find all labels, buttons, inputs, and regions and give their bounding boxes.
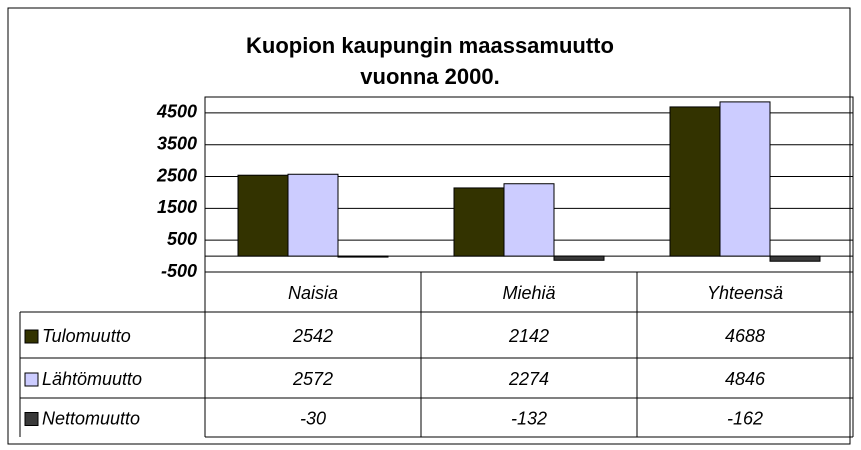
x-tick-label: Yhteensä xyxy=(707,283,783,303)
y-tick-label: 1500 xyxy=(157,197,197,217)
bar xyxy=(237,174,289,257)
y-tick-label: 3500 xyxy=(157,133,197,153)
bar xyxy=(503,183,555,257)
table-value: 4846 xyxy=(725,369,766,389)
legend-label: Nettomuutto xyxy=(42,408,140,428)
x-tick-label: Naisia xyxy=(288,283,338,303)
table-value: 2274 xyxy=(508,369,549,389)
bar xyxy=(769,255,821,262)
legend-key xyxy=(24,372,39,387)
bar xyxy=(553,255,605,261)
y-tick-label: -500 xyxy=(161,261,197,281)
y-tick-label: 500 xyxy=(167,229,197,249)
chart-title: vuonna 2000. xyxy=(360,64,499,89)
bar xyxy=(453,187,505,257)
x-tick-label: Miehiä xyxy=(502,283,555,303)
legend-label: Tulomuutto xyxy=(42,326,131,346)
legend-key xyxy=(24,412,39,426)
table-value: 2572 xyxy=(292,369,333,389)
table-value: -162 xyxy=(727,408,763,428)
table-value: -30 xyxy=(300,408,326,428)
bar xyxy=(337,255,389,258)
legend-label: Lähtömuutto xyxy=(42,369,142,389)
bar xyxy=(669,106,721,257)
y-tick-label: 4500 xyxy=(156,102,197,122)
table-value: 2142 xyxy=(508,326,549,346)
bar xyxy=(287,173,339,257)
bar xyxy=(719,101,771,257)
table-value: -132 xyxy=(511,408,547,428)
y-tick-label: 2500 xyxy=(156,165,197,185)
chart-title: Kuopion kaupungin maassamuutto xyxy=(246,33,614,58)
table-value: 2542 xyxy=(292,326,333,346)
legend-key xyxy=(24,329,39,344)
table-value: 4688 xyxy=(725,326,765,346)
